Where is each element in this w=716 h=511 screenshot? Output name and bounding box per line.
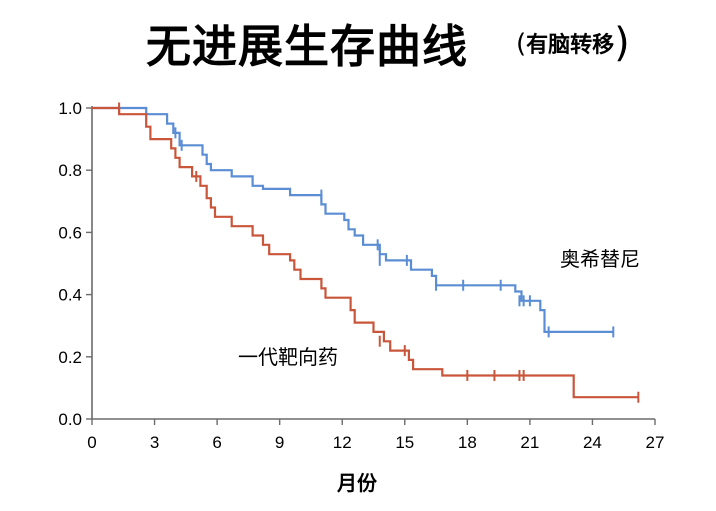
x-tick-label: 9 [275,433,284,452]
subtitle-close-paren: ) [614,20,630,66]
y-tick-label: 0.6 [58,223,82,242]
series-label-osimertinib: 奥希替尼 [560,247,640,271]
chart-subtitle: (有脑转移) [516,16,630,66]
axes: 0 3 6 9 12 15 18 21 24 27 0.0 0.2 0.4 0.6 0.8 1.0 [58,99,664,452]
x-tick-label: 27 [646,433,665,452]
x-tick-label: 3 [150,433,159,452]
y-tick-label: 0.0 [58,410,82,429]
series-line-2 [92,106,639,399]
x-tick-label: 21 [520,433,539,452]
x-axis-title: 月份 [336,471,378,495]
x-tick-label: 18 [458,433,477,452]
subtitle-open-paren: ( [516,29,527,59]
y-tick-label: 0.2 [58,348,82,367]
y-tick-label: 1.0 [58,99,82,118]
series-line-1 [92,106,614,333]
x-tick-label: 12 [333,433,352,452]
series-layer [92,102,640,403]
series-label-first-gen-tki: 一代靶向药 [238,345,338,369]
chart-title: 无进展生存曲线 [146,20,469,73]
y-tick-label: 0.4 [58,286,82,305]
x-tick-label: 24 [583,433,602,452]
x-tick-label: 0 [87,433,96,452]
x-tick-label: 6 [212,433,221,452]
y-tick-label: 0.8 [58,161,82,180]
x-tick-label: 15 [395,433,414,452]
subtitle-text: 有脑转移 [526,33,615,58]
